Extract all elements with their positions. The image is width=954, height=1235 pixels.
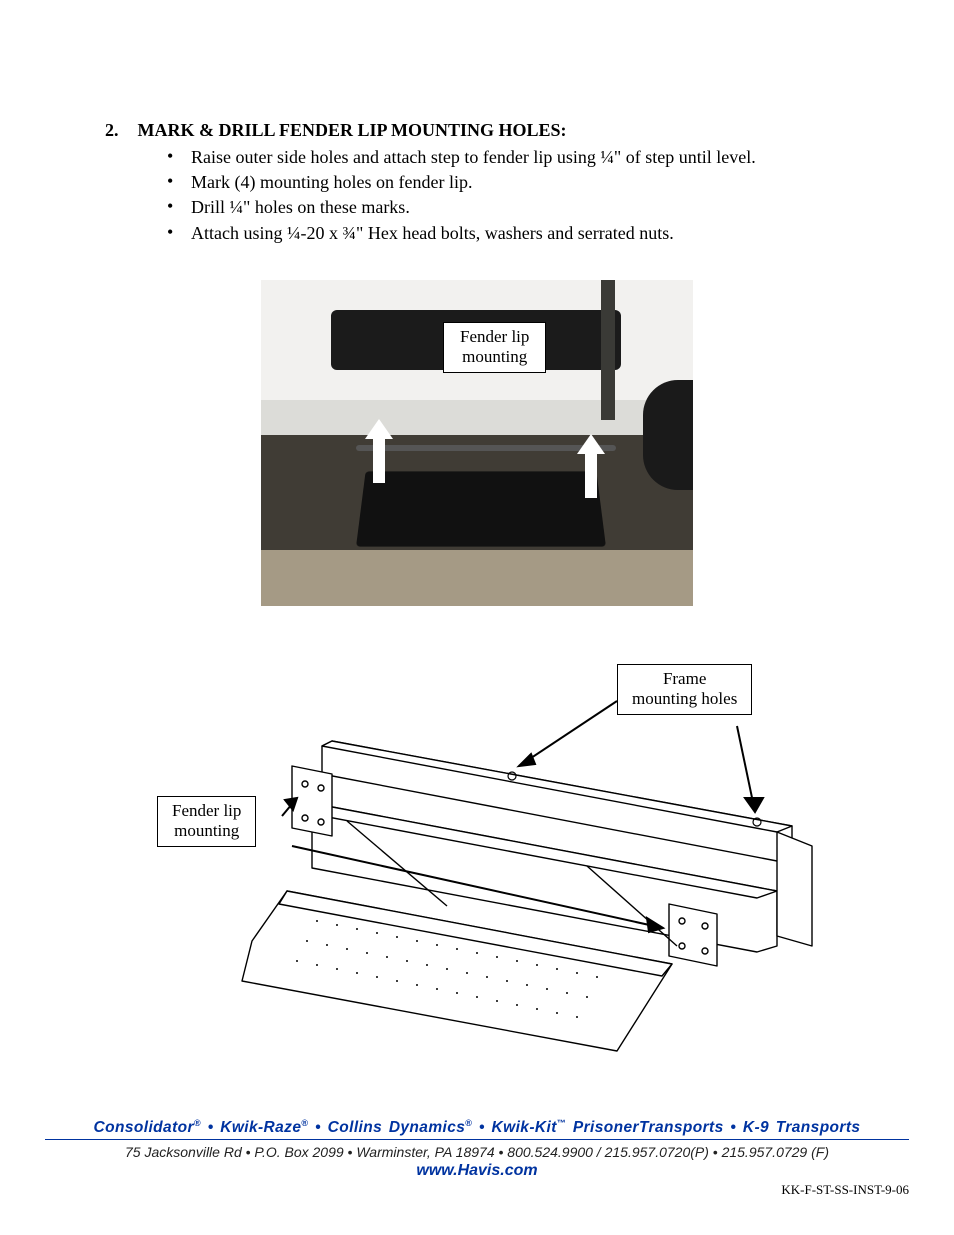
photo-tire [643, 380, 693, 490]
photo-door-gap [601, 280, 615, 420]
callout-text: Fender lip [460, 327, 529, 346]
photo-callout-box: Fender lip mounting [443, 322, 546, 373]
assembly-diagram: Frame mounting holes Fender lip mounting [117, 646, 837, 1066]
section-title-text: MARK & DRILL FENDER LIP MOUNTING HOLES: [138, 120, 567, 140]
document-code: KK-F-ST-SS-INST-9-06 [781, 1182, 909, 1198]
website-line: www.Havis.com [45, 1162, 909, 1180]
callout-text: mounting holes [632, 689, 737, 708]
diagram-callout-frame: Frame mounting holes [617, 664, 752, 715]
address-line: 75 Jacksonville Rd • P.O. Box 2099 • War… [45, 1144, 909, 1160]
section-heading: 2. MARK & DRILL FENDER LIP MOUNTING HOLE… [105, 120, 849, 141]
section-number: 2. [105, 120, 133, 141]
photo-floor-light [261, 550, 693, 606]
list-item: Attach using ¼-20 x ¾" Hex head bolts, w… [163, 221, 849, 246]
photo-bg: Fender lip mounting [261, 280, 693, 606]
photo-rocker [261, 400, 693, 435]
up-arrow-icon [373, 435, 385, 483]
callout-text: mounting [462, 347, 527, 366]
list-item: Raise outer side holes and attach step t… [163, 145, 849, 170]
list-item: Drill ¼" holes on these marks. [163, 195, 849, 220]
photo-step-plate [356, 471, 606, 546]
instruction-list: Raise outer side holes and attach step t… [163, 145, 849, 246]
page-footer: Consolidator® • Kwik-Raze® • Collins Dyn… [45, 1118, 909, 1180]
callout-text: Frame [663, 669, 706, 688]
callout-text: Fender lip [172, 801, 241, 820]
brand-line: Consolidator® • Kwik-Raze® • Collins Dyn… [45, 1118, 909, 1140]
install-photo: Fender lip mounting [261, 280, 693, 606]
callout-text: mounting [174, 821, 239, 840]
up-arrow-icon [585, 450, 597, 498]
list-item: Mark (4) mounting holes on fender lip. [163, 170, 849, 195]
diagram-callout-fender: Fender lip mounting [157, 796, 256, 847]
